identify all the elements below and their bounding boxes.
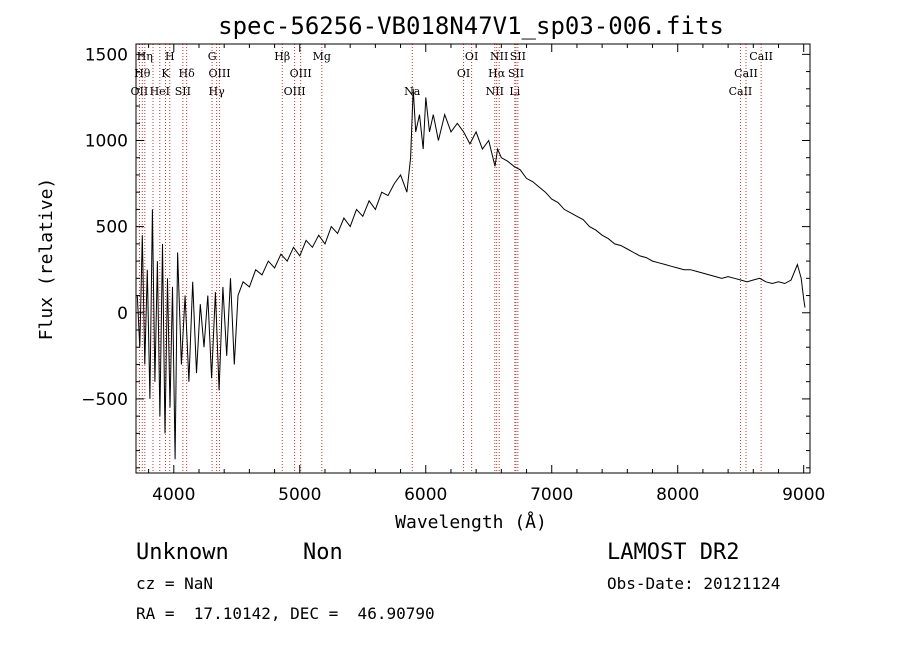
line-marker-label: Hβ	[274, 50, 290, 63]
line-marker-label: Hθ	[134, 67, 151, 80]
coordinates: RA = 17.10142, DEC = 46.90790	[136, 604, 435, 623]
redshift-value: cz = NaN	[136, 574, 214, 593]
line-marker-label: Mg	[313, 50, 331, 63]
y-tick-label: 1500	[85, 45, 128, 65]
object-subclass: Non	[303, 540, 343, 565]
observation-date: Obs-Date: 20121124	[607, 574, 781, 593]
y-tick-label: −500	[81, 390, 128, 410]
line-marker-label: G	[208, 50, 217, 63]
line-marker-label: NII	[490, 50, 508, 63]
x-tick-label: 8000	[656, 485, 699, 505]
x-axis-ticks: 4000 5000 6000 7000 8000 9000	[148, 44, 825, 505]
y-tick-label: 1000	[85, 131, 128, 151]
line-marker-label: K	[161, 67, 170, 80]
line-marker-label: CaII	[729, 85, 753, 98]
plot-frame	[135, 43, 811, 474]
x-tick-label: 4000	[152, 485, 195, 505]
line-marker-label: OII	[131, 85, 149, 98]
line-marker-label: OI	[465, 50, 478, 63]
line-marker-label: NII	[486, 85, 504, 98]
line-marker-label: SII	[175, 85, 191, 98]
object-class: Unknown	[136, 540, 229, 565]
line-marker-label: OIII	[290, 67, 312, 80]
line-marker-label: Li	[509, 85, 520, 98]
y-axis-label: Flux (relative)	[36, 178, 57, 341]
spectral-line-markers: OIIHθHηHeIKHSIIHδGHγOIIIHβOIIIOIIIMgNaOI…	[131, 44, 773, 473]
x-tick-label: 5000	[278, 485, 321, 505]
line-marker-label: Na	[404, 85, 421, 98]
chart-title: spec-56256-VB018N47V1_sp03-006.fits	[218, 12, 724, 40]
line-marker-label: SII	[508, 67, 524, 80]
line-marker-label: SII	[510, 50, 526, 63]
y-tick-label: 0	[117, 304, 128, 324]
line-marker-label: CaII	[734, 67, 758, 80]
spectrum-line	[136, 88, 806, 460]
line-marker-label: OIII	[208, 67, 230, 80]
line-marker-label: Hδ	[179, 67, 196, 80]
line-marker-label: CaII	[749, 50, 773, 63]
x-tick-label: 6000	[404, 485, 447, 505]
line-marker-label: Hγ	[209, 85, 226, 98]
line-marker-label: Hα	[488, 67, 506, 80]
line-marker-label: Hη	[137, 50, 153, 63]
x-tick-label: 7000	[530, 485, 573, 505]
line-marker-label: OIII	[284, 85, 306, 98]
line-marker-label: OI	[457, 67, 470, 80]
line-marker-label: H	[165, 50, 175, 63]
x-tick-label: 9000	[782, 485, 825, 505]
survey-name: LAMOST DR2	[607, 540, 740, 565]
line-marker-label: HeI	[150, 85, 170, 98]
y-axis-ticks: −500 0 500 1000 1500	[81, 45, 810, 469]
y-tick-label: 500	[96, 218, 128, 238]
x-axis-label: Wavelength (Å)	[395, 511, 547, 533]
